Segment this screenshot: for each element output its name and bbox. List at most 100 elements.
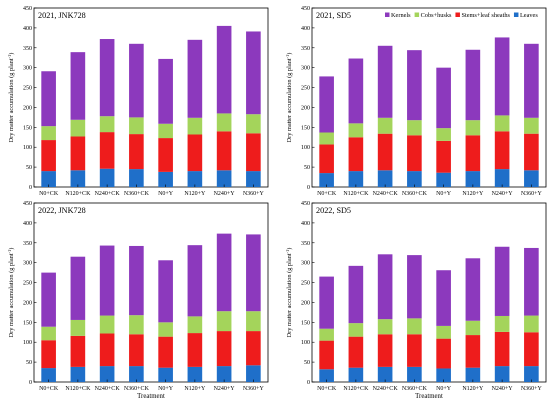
bar-segment bbox=[216, 170, 232, 187]
bar-segment bbox=[99, 333, 115, 367]
y-axis-label: Dry matter accumulation (g plant-1) bbox=[7, 248, 16, 338]
bar-segment bbox=[70, 170, 86, 187]
bar-segment bbox=[70, 52, 86, 120]
x-tick-label: N240+CK bbox=[373, 386, 399, 392]
bar-segment bbox=[465, 120, 481, 136]
bar-segment bbox=[465, 171, 481, 187]
y-tick-label: 150 bbox=[301, 125, 310, 131]
y-tick-label: 400 bbox=[301, 26, 310, 32]
bar-segment bbox=[70, 366, 86, 382]
bar-segment bbox=[319, 144, 334, 174]
y-tick-label: 100 bbox=[301, 145, 310, 151]
bar-segment bbox=[216, 113, 232, 132]
x-tick-label: N360+CK bbox=[402, 191, 428, 197]
bar-segment bbox=[216, 311, 232, 332]
y-tick-label: 100 bbox=[23, 145, 32, 151]
y-axis-label: Dry matter accumulation (g plant-1) bbox=[285, 248, 294, 338]
bar-segment bbox=[377, 45, 393, 118]
y-tick-label: 250 bbox=[301, 86, 310, 92]
x-tick-label: N360+Y bbox=[521, 191, 543, 197]
bar-segment bbox=[41, 140, 56, 172]
y-tick-label: 250 bbox=[301, 281, 310, 287]
bar-segment bbox=[348, 123, 364, 138]
bar-segment bbox=[436, 338, 451, 369]
x-tick-label: N0+Y bbox=[436, 386, 452, 392]
y-tick-label: 50 bbox=[304, 360, 310, 366]
bar-segment bbox=[494, 315, 510, 332]
y-axis-label: Dry matter accumulation (g plant-1) bbox=[285, 53, 294, 143]
x-tick-label: N0+CK bbox=[317, 386, 337, 392]
bar-segment bbox=[465, 258, 481, 321]
x-tick-label: N240+CK bbox=[373, 191, 399, 197]
y-tick-label: 150 bbox=[23, 320, 32, 326]
y-tick-label: 200 bbox=[301, 300, 310, 306]
bar-segment bbox=[465, 49, 481, 121]
y-tick-label: 400 bbox=[23, 26, 32, 32]
bar-segment bbox=[70, 335, 86, 367]
bar-segment bbox=[377, 133, 393, 171]
bar-segment bbox=[216, 331, 232, 367]
y-tick-label: 50 bbox=[304, 165, 310, 171]
bar-segment bbox=[524, 170, 539, 187]
bar-segment bbox=[465, 367, 481, 382]
bar-segment bbox=[377, 170, 393, 187]
chart-title: 2021, SD5 bbox=[316, 11, 351, 20]
bar-segment bbox=[41, 326, 56, 341]
chart-panel: 0 50 100 150 200 250 300 350 400 450 Dry matter ac… bbox=[285, 201, 547, 400]
bar-segment bbox=[348, 367, 364, 382]
y-tick-label: 450 bbox=[301, 201, 310, 207]
legend-label: Kernels bbox=[391, 12, 411, 19]
y-tick-label: 300 bbox=[23, 66, 32, 72]
plot-frame bbox=[311, 7, 547, 188]
bar-segment bbox=[187, 366, 203, 382]
x-tick-label: N360+Y bbox=[243, 191, 265, 197]
y-tick-label: 100 bbox=[23, 340, 32, 346]
x-tick-label: N0+CK bbox=[39, 191, 59, 197]
y-tick-label: 450 bbox=[23, 201, 32, 207]
y-tick-label: 200 bbox=[23, 300, 32, 306]
x-tick-label: N120+Y bbox=[462, 191, 484, 197]
x-tick-label: N240+Y bbox=[492, 191, 514, 197]
chart-title: 2022, SD5 bbox=[316, 206, 351, 215]
bar-segment bbox=[348, 137, 364, 172]
bar-segment bbox=[407, 135, 422, 172]
x-tick-label: N0+CK bbox=[317, 191, 337, 197]
bar-segment bbox=[407, 255, 422, 319]
bar-segment bbox=[246, 311, 261, 332]
bar-segment bbox=[348, 323, 364, 337]
bar-segment bbox=[70, 319, 86, 336]
bar-segment bbox=[158, 58, 173, 124]
y-tick-label: 150 bbox=[301, 320, 310, 326]
bar-segment bbox=[524, 43, 539, 118]
y-tick-label: 350 bbox=[301, 241, 310, 247]
y-tick-label: 350 bbox=[301, 46, 310, 52]
bar-segment bbox=[465, 135, 481, 172]
chart-title: 2021, JNK728 bbox=[38, 11, 86, 20]
x-tick-label: N120+CK bbox=[65, 191, 91, 197]
bar-segment bbox=[524, 315, 539, 333]
bar-segment bbox=[246, 31, 261, 115]
legend-label: Cobs+husks bbox=[421, 12, 452, 19]
plot-frame bbox=[33, 7, 269, 188]
y-tick-label: 300 bbox=[301, 261, 310, 267]
bar-segment bbox=[41, 71, 56, 127]
x-tick-label: N240+CK bbox=[95, 386, 121, 392]
bar-segment bbox=[494, 331, 510, 367]
x-tick-label: N0+Y bbox=[158, 386, 174, 392]
bar-segment bbox=[129, 134, 144, 170]
y-tick-label: 50 bbox=[26, 165, 32, 171]
bar-segment bbox=[436, 368, 451, 382]
bar-segment bbox=[187, 117, 203, 135]
bar-segment bbox=[216, 366, 232, 382]
bar-segment bbox=[158, 336, 173, 368]
bar-segment bbox=[187, 316, 203, 334]
y-tick-label: 50 bbox=[26, 360, 32, 366]
y-tick-label: 0 bbox=[29, 380, 32, 386]
bar-segment bbox=[319, 340, 334, 370]
bar-segment bbox=[524, 332, 539, 367]
x-tick-label: N120+CK bbox=[343, 191, 369, 197]
legend-label: Stems+leaf sheaths bbox=[461, 12, 510, 19]
x-tick-label: N120+CK bbox=[343, 386, 369, 392]
bar-segment bbox=[158, 171, 173, 187]
